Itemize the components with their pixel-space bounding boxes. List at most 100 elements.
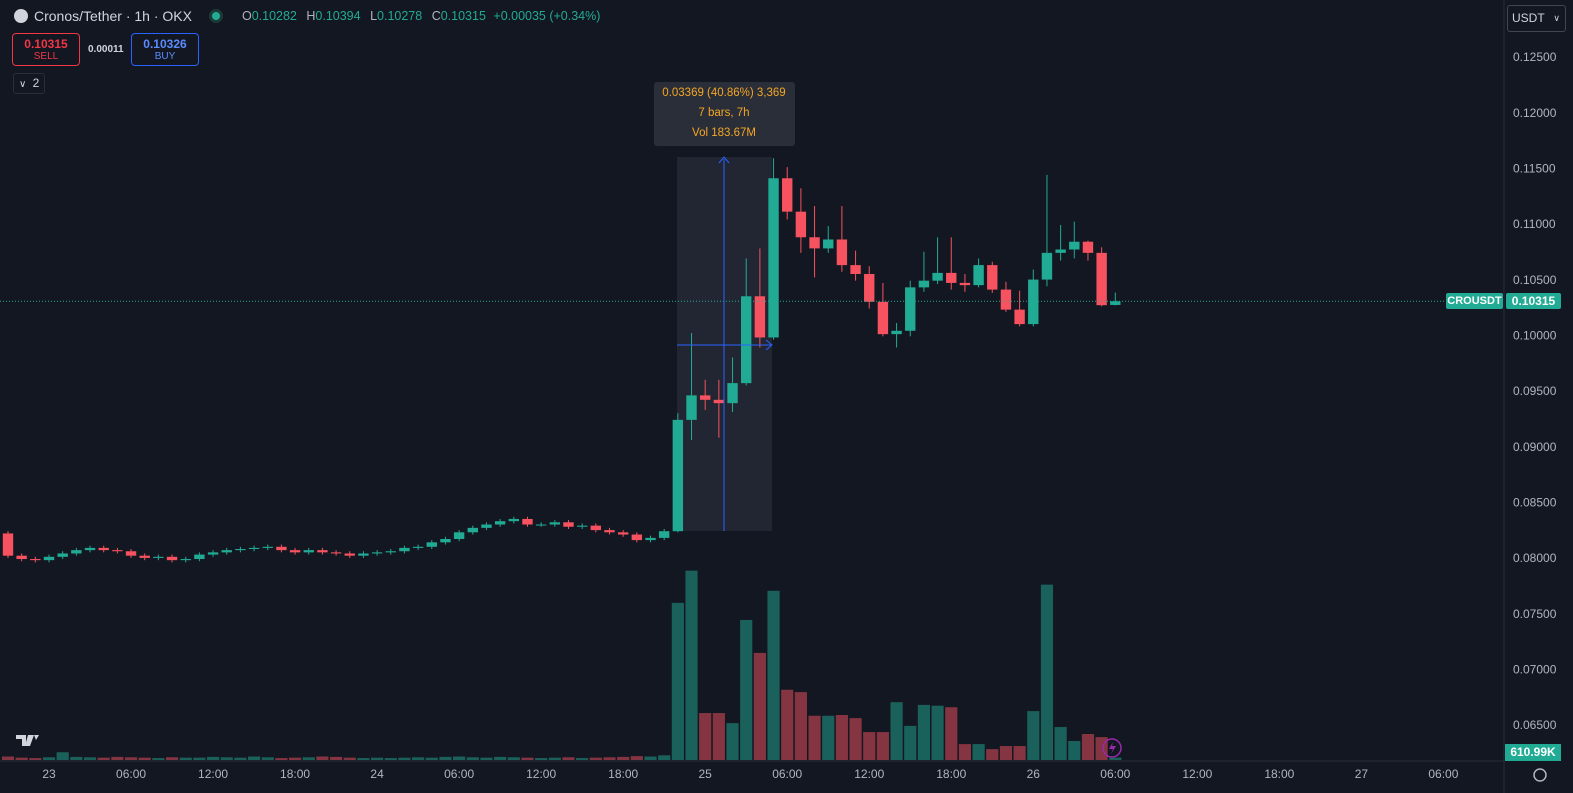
ohlc-value: 0.10278 — [377, 9, 423, 23]
volume-bar — [288, 757, 302, 760]
lightning-icon — [1109, 742, 1116, 754]
volume-bar — [29, 758, 42, 760]
volume-bar — [986, 749, 999, 760]
volume-bar — [398, 757, 411, 760]
settings-button[interactable] — [1533, 768, 1547, 782]
candle-body — [713, 399, 725, 404]
x-tick-label: 18:00 — [280, 767, 310, 781]
candle-body — [2, 533, 14, 556]
x-tick-label: 06:00 — [1100, 767, 1130, 781]
candle-body — [412, 546, 424, 548]
volume-bar — [685, 570, 698, 760]
coin-icon — [14, 9, 28, 23]
candle-body — [1028, 279, 1039, 325]
volume-bar — [658, 755, 671, 760]
volume-bar — [42, 757, 56, 760]
candle-body — [535, 524, 547, 526]
y-tick-label: 0.12500 — [1513, 50, 1557, 64]
candle-body — [590, 525, 602, 531]
marks — [0, 158, 1503, 760]
candle-body — [112, 550, 123, 552]
ohlc-label: L — [370, 9, 378, 23]
volume-tag: 610.99K — [1505, 744, 1561, 761]
y-tick-label: 0.08500 — [1513, 496, 1557, 510]
candle-body — [166, 556, 178, 561]
indicator-count: 2 — [32, 76, 40, 90]
candle-body — [768, 178, 779, 338]
volume-bar — [439, 756, 452, 760]
candle-body — [440, 538, 451, 543]
x-tick-label: 12:00 — [526, 767, 556, 781]
symbol-title[interactable]: Cronos/Tether · 1h · OKX — [34, 8, 192, 24]
volume-bar — [562, 757, 575, 760]
candle-body — [864, 274, 875, 302]
candle-body — [932, 272, 943, 281]
sell-button[interactable]: 0.10315 SELL — [12, 33, 80, 66]
volume-bar — [316, 756, 329, 760]
candle-body — [139, 555, 150, 558]
sell-label: SELL — [33, 51, 59, 62]
volume-bar — [261, 757, 274, 760]
candle-body — [1110, 301, 1121, 305]
candle-body — [1014, 309, 1025, 325]
volume-bar — [343, 757, 356, 760]
volume-bar — [425, 757, 438, 760]
candle-body — [699, 395, 711, 400]
volume-bar — [1109, 757, 1122, 760]
volume-bar — [712, 713, 725, 760]
candle-body — [946, 272, 957, 283]
volume-bar — [507, 757, 520, 760]
y-tick-label: 0.07000 — [1513, 663, 1557, 677]
volume-bar — [124, 757, 138, 760]
volume-bar — [165, 757, 179, 760]
logo[interactable] — [16, 735, 39, 746]
x-tick-label: 27 — [1355, 767, 1369, 781]
y-tick-label: 0.11500 — [1513, 162, 1556, 176]
volume-bar — [1068, 740, 1081, 760]
candle-body — [399, 547, 410, 552]
indicator-toggle[interactable]: ∨ 2 — [13, 73, 45, 94]
candle-body — [754, 296, 766, 338]
ohlc-value: 0.10315 — [440, 9, 486, 23]
candle-body — [453, 532, 465, 539]
volume-bar — [1013, 746, 1026, 760]
volume-bar — [275, 758, 288, 760]
volume-bar — [740, 619, 753, 760]
y-tick-label: 0.11000 — [1513, 217, 1556, 231]
x-tick-label: 12:00 — [1182, 767, 1212, 781]
candle-body — [16, 555, 27, 560]
candle-body — [153, 556, 164, 558]
candle-body — [604, 530, 615, 533]
volume-bar — [535, 758, 548, 760]
candle-body — [836, 239, 848, 266]
volume-bar — [1040, 584, 1054, 760]
candle-body — [289, 550, 301, 553]
candle-body — [905, 287, 916, 331]
volume-bar — [644, 756, 657, 760]
last-price-tag: 0.10315 — [1506, 293, 1561, 310]
symbol-tag: CROUSDT — [1446, 293, 1503, 310]
volume-bar — [890, 702, 903, 760]
lightning-button[interactable] — [1102, 738, 1122, 758]
sell-price: 0.10315 — [24, 37, 68, 51]
volume-bar — [220, 757, 233, 760]
buy-button[interactable]: 0.10326 BUY — [131, 33, 199, 66]
candle-body — [30, 559, 41, 561]
candle-body — [576, 525, 588, 527]
volume-bar — [863, 732, 876, 760]
volume-bar — [603, 757, 616, 760]
volume-bar — [494, 756, 507, 760]
candle-body — [918, 280, 930, 288]
x-tick-label: 26 — [1027, 767, 1041, 781]
candle-body — [317, 550, 328, 553]
candle-body — [973, 265, 984, 286]
candle-body — [207, 552, 219, 555]
currency-select[interactable]: USDT ∨ — [1507, 5, 1566, 32]
candle-body — [658, 531, 670, 538]
candle-body — [631, 534, 643, 541]
measure-volume: Vol 183.67M — [692, 127, 756, 139]
candle-body — [426, 542, 437, 547]
x-tick-label: 24 — [370, 767, 384, 781]
candle-body — [782, 178, 793, 212]
y-tick-label: 0.12000 — [1513, 106, 1557, 120]
